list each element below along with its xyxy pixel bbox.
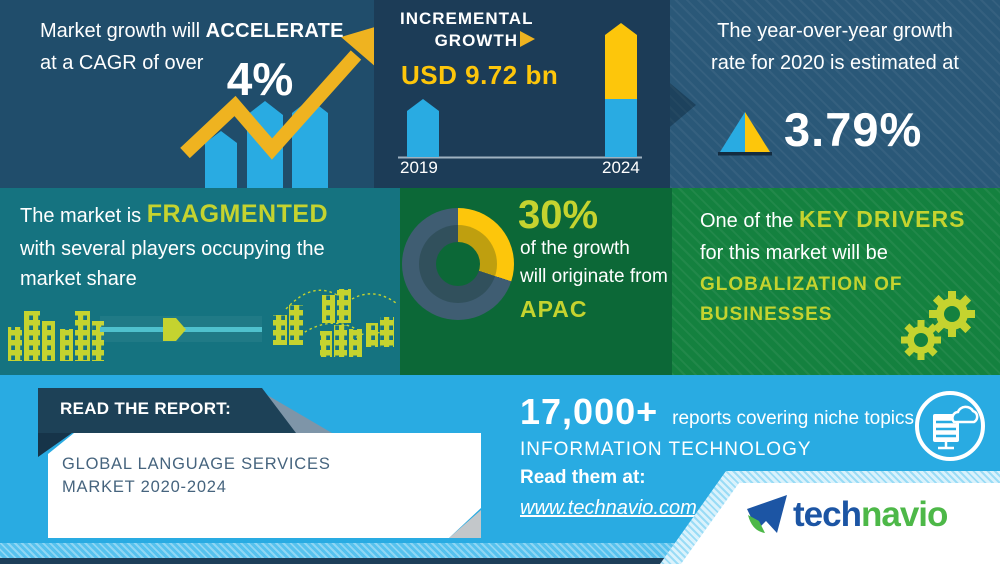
drivers-text-line2: for this market will be — [700, 242, 888, 264]
cagr-value: 4% — [226, 53, 294, 105]
incremental-growth-bar-chart — [398, 23, 642, 159]
fragmented-text-line2: with several players occupying the — [20, 238, 325, 260]
chevron-right-icon — [670, 68, 696, 142]
yoy-value: 3.79% — [784, 103, 923, 156]
report-title: GLOBAL LANGUAGE SERVICES MARKET 2020-202… — [62, 455, 331, 496]
website-link[interactable]: www.technavio.com — [520, 497, 697, 519]
fragmented-text-line3: market share — [20, 268, 137, 290]
category-label: INFORMATION TECHNOLOGY — [520, 439, 812, 460]
fragmented-text-line1: The market is FRAGMENTED — [20, 200, 329, 228]
apac-text-line1: of the growth — [520, 238, 630, 259]
reports-count: 17,000+ — [520, 391, 659, 432]
buildings-timeline-illustration — [8, 289, 397, 361]
triangle-up-icon — [718, 112, 772, 156]
growth-arrow-chart-icon — [180, 27, 374, 188]
yoy-text-line2: rate for 2020 is estimated at — [711, 52, 959, 74]
panel-fragmented: The market is FRAGMENTED with several pl… — [0, 188, 400, 375]
arrow-right-icon — [520, 31, 535, 47]
logo-wedge: technavio — [660, 471, 1000, 564]
donut-chart — [402, 208, 514, 320]
panel-cagr: Market growth will ACCELERATE at a CAGR … — [0, 0, 374, 188]
apac-region-label: APAC — [520, 296, 588, 322]
year-start-label: 2019 — [400, 158, 438, 177]
drivers-text-line4: BUSINESSES — [700, 304, 833, 325]
panel-footer: READ THE REPORT: GLOBAL LANGUAGE SERVICE… — [0, 375, 1000, 564]
bottom-bar — [0, 558, 1000, 564]
cagr-text-line1: Market growth will ACCELERATE — [40, 20, 344, 42]
gears-icon — [901, 291, 975, 360]
cloud-server-icon — [915, 391, 985, 461]
technavio-logo: technavio — [745, 493, 948, 537]
drivers-text-line1: One of the KEY DRIVERS — [700, 206, 966, 232]
yoy-text-line1: The year-over-year growth — [717, 20, 953, 42]
read-report-banner: READ THE REPORT: — [38, 388, 296, 433]
report-title-card: GLOBAL LANGUAGE SERVICES MARKET 2020-202… — [48, 433, 481, 538]
cagr-text-line2: at a CAGR of over — [40, 52, 204, 74]
incremental-growth-title: INCREMENTAL GROWTH — [400, 9, 534, 50]
apac-text-line2: will originate from — [520, 266, 668, 287]
panel-apac: 30% of the growth will originate from AP… — [400, 188, 672, 375]
drivers-text-line3: GLOBALIZATION OF — [700, 274, 903, 295]
incremental-growth-value: USD 9.72 bn — [401, 60, 559, 90]
reports-count-row: 17,000+ reports covering niche topics — [520, 391, 914, 433]
reports-count-suffix: reports covering niche topics — [672, 408, 914, 429]
read-report-label: READ THE REPORT: — [60, 399, 232, 418]
panel-incremental-growth: INCREMENTAL GROWTH USD 9.72 bn 2019 2024 — [374, 0, 670, 188]
technavio-arrow-icon — [747, 495, 787, 533]
apac-value: 30% — [518, 193, 599, 237]
read-them-at-label: Read them at: — [520, 467, 646, 488]
panel-yoy-growth: The year-over-year growth rate for 2020 … — [670, 0, 1000, 188]
panel-key-drivers: One of the KEY DRIVERS for this market w… — [672, 188, 1000, 375]
year-end-label: 2024 — [602, 158, 640, 177]
